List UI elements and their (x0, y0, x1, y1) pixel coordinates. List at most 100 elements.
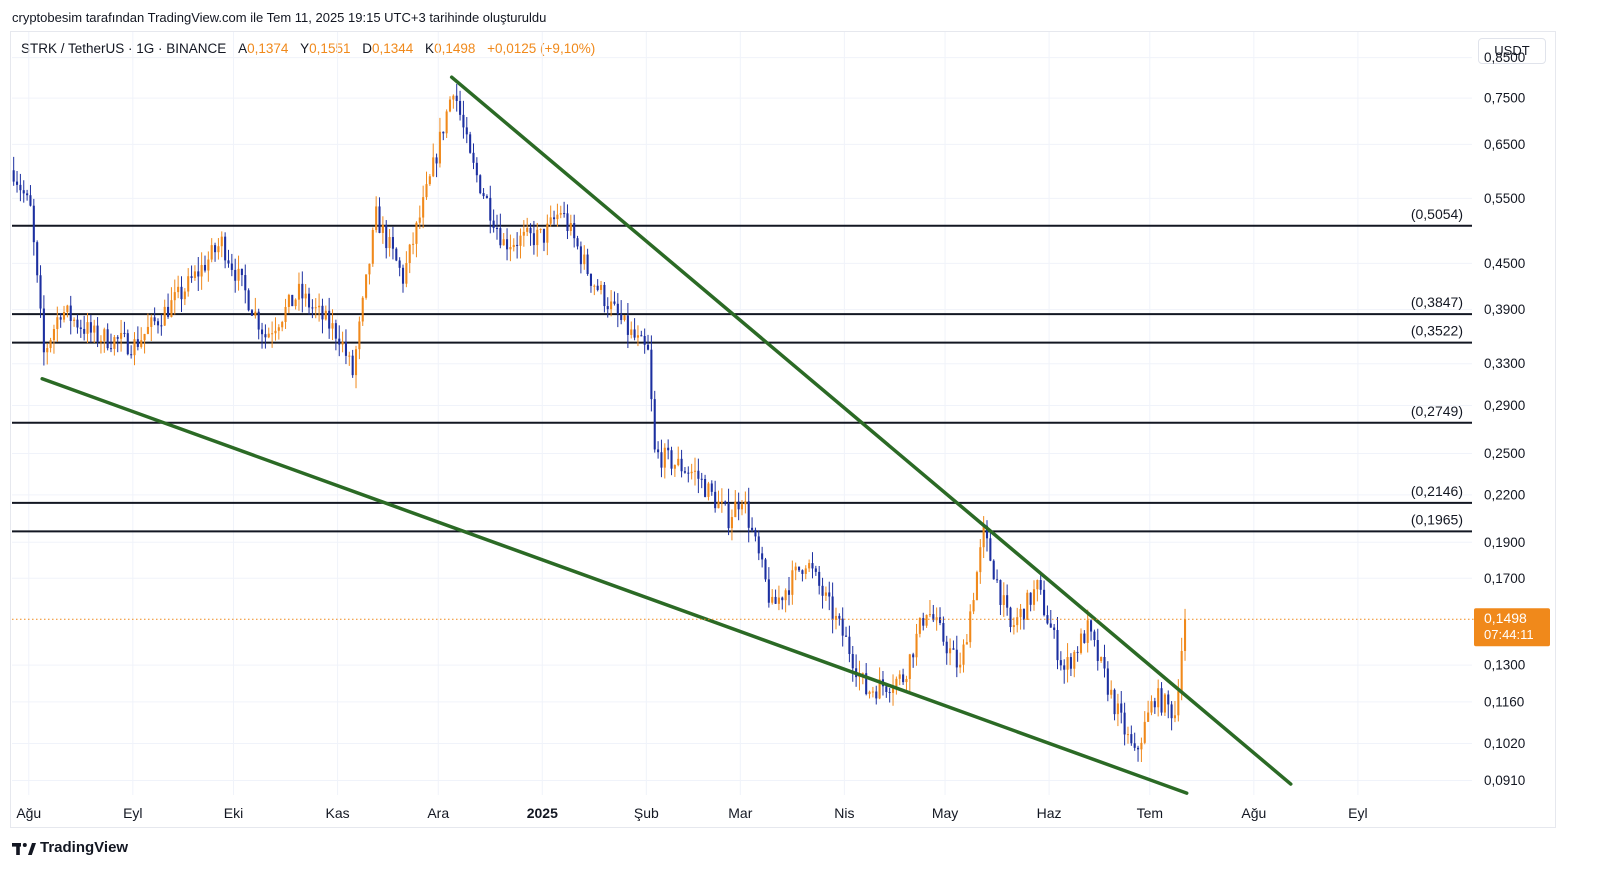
candle-body (522, 231, 525, 236)
trendline-lower (40, 376, 1189, 795)
candle-body (432, 157, 435, 177)
candle-body (798, 566, 801, 571)
candle-body (683, 471, 686, 473)
candle-body (1116, 703, 1119, 715)
candle-body (861, 673, 864, 675)
candle-body (942, 623, 945, 642)
candle-body (197, 271, 200, 277)
candle-body (841, 618, 844, 636)
candle-body (12, 170, 15, 182)
candle-body (586, 254, 589, 275)
candle-body (969, 611, 972, 643)
candle-body (660, 452, 663, 468)
candle-body (365, 274, 368, 298)
candle-body (868, 691, 871, 695)
candle-body (46, 348, 49, 353)
candle-body (925, 614, 928, 626)
candle-body (1032, 589, 1036, 605)
candle-body (532, 233, 535, 246)
candle-body (153, 317, 156, 322)
candle-body (801, 570, 804, 574)
brand-name: TradingView (40, 839, 129, 856)
open-label: A (238, 41, 248, 56)
close-value: 0,1498 (434, 41, 476, 56)
time-tick-label: Ağu (16, 805, 41, 821)
change-value: +0,0125 (+9,10%) (487, 41, 596, 56)
candle-body (512, 244, 515, 248)
candle-body (113, 337, 116, 349)
candle-body (932, 614, 935, 621)
candle-body (167, 306, 170, 317)
symbol-name[interactable]: STRK / TetherUS · 1G · BINANCE (21, 41, 227, 56)
candle-body (720, 501, 723, 503)
time-tick-label: Tem (1137, 805, 1163, 821)
candle-body (338, 338, 341, 345)
candle-body (39, 275, 42, 309)
candle-body (1130, 734, 1133, 744)
candle-body (1026, 592, 1029, 620)
candle-body (777, 597, 780, 604)
chart-frame (10, 31, 1556, 828)
candle-body (908, 654, 911, 679)
candle-body (93, 325, 96, 333)
candle-body (915, 633, 918, 658)
candle-body (1147, 712, 1150, 722)
price-tick-label: 0,2900 (1484, 398, 1525, 413)
time-tick-label: Kas (326, 805, 350, 821)
candle-body (794, 566, 797, 571)
candle-body (146, 326, 149, 334)
candle-body (1110, 689, 1113, 695)
candle-body (1180, 650, 1183, 692)
candle-body (787, 590, 791, 595)
candle-body (1106, 668, 1109, 695)
candle-body (838, 615, 841, 619)
candle-body (633, 329, 636, 338)
candle-body (895, 678, 898, 689)
candle-body (220, 236, 223, 247)
candle-body (489, 197, 492, 221)
candle-body (663, 447, 666, 468)
candle-body (29, 195, 32, 206)
candle-body (989, 538, 992, 561)
time-tick-label: Haz (1037, 805, 1062, 821)
candle-body (1160, 688, 1163, 713)
candle-body (459, 100, 462, 115)
candle-body (657, 449, 660, 453)
candle-body (348, 355, 351, 357)
candle-body (271, 333, 274, 335)
candle-body (975, 572, 978, 601)
candle-body (109, 348, 113, 350)
candle-body (257, 311, 260, 330)
candle-body (845, 635, 848, 637)
candle-body (888, 692, 891, 694)
candle-body (1073, 651, 1076, 669)
candle-body (76, 319, 79, 328)
candle-body (714, 491, 717, 509)
candle-body (613, 301, 616, 304)
candle-body (610, 301, 613, 310)
candle-body (599, 284, 603, 290)
candle-body (754, 529, 757, 537)
tradingview-brand[interactable]: TradingView (12, 839, 128, 856)
candle-body (1083, 633, 1086, 643)
candle-body (418, 217, 421, 223)
candle-body (834, 615, 838, 620)
candle-body (1009, 607, 1012, 628)
candle-body (865, 673, 868, 695)
candle-body (643, 336, 646, 345)
candle-body (1133, 743, 1136, 748)
candle-body (1090, 620, 1093, 632)
candle-body (1029, 592, 1032, 605)
candle-body (66, 305, 69, 313)
candle-body (69, 305, 72, 321)
candle-body (230, 263, 233, 270)
currency-button[interactable]: USDT (1478, 38, 1546, 64)
candle-body (1022, 608, 1025, 620)
candle-body (344, 342, 347, 356)
candle-body (1019, 608, 1022, 618)
candle-body (445, 111, 448, 134)
candle-body (774, 596, 777, 604)
price-tick-label: 0,1700 (1484, 571, 1525, 586)
